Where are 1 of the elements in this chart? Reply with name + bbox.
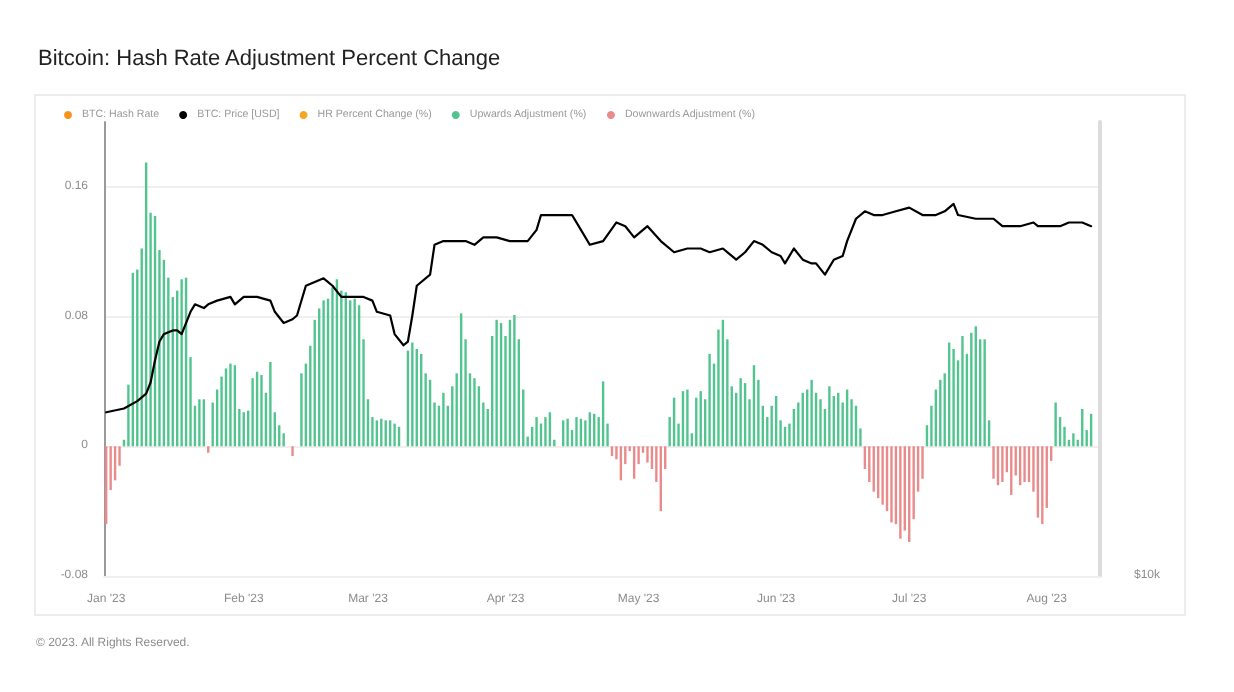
chart-title: Bitcoin: Hash Rate Adjustment Percent Change — [38, 47, 501, 71]
